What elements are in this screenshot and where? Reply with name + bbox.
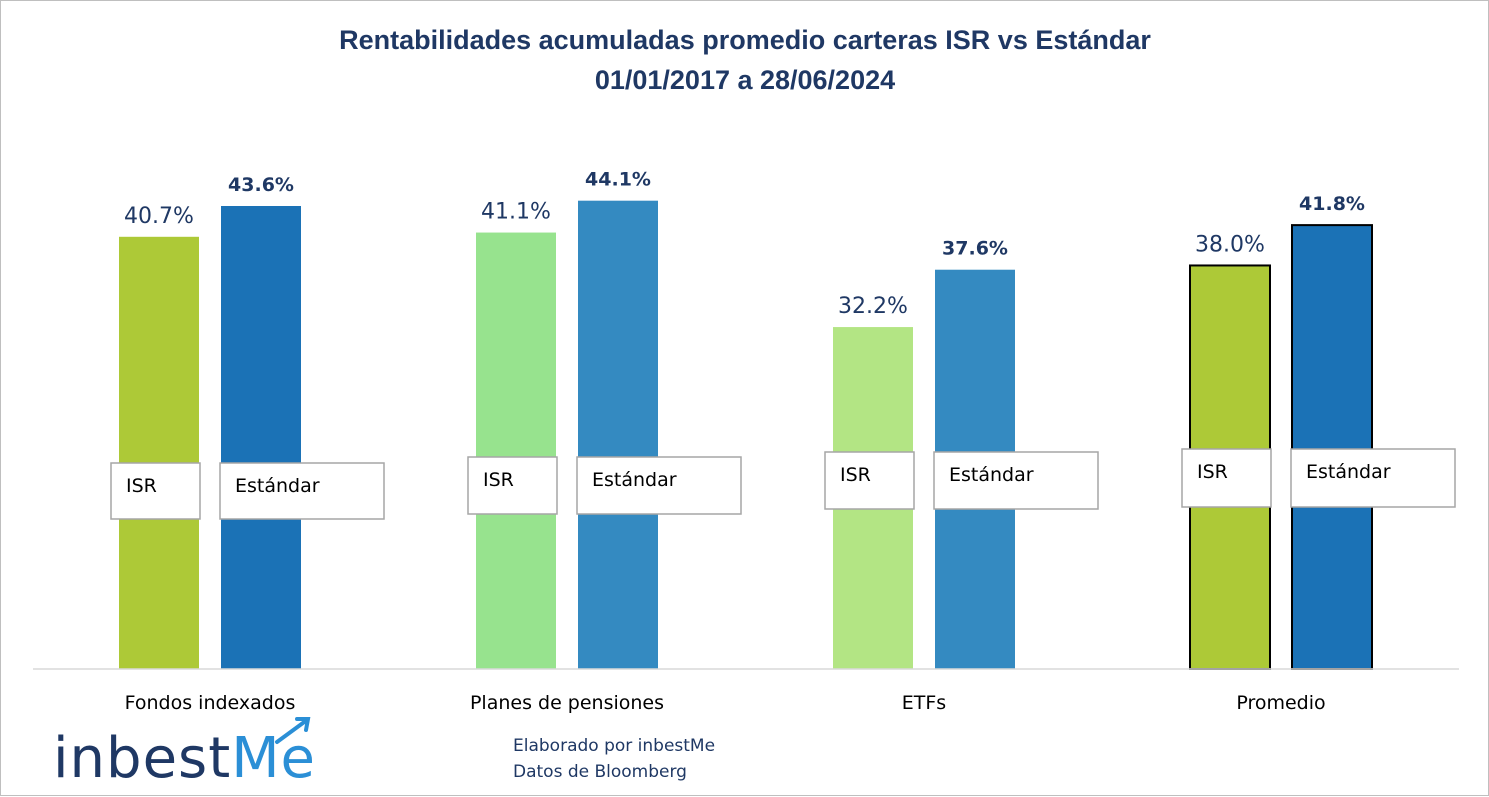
category-labels: Fondos indexados Planes de pensiones ETFs P…	[125, 692, 1326, 714]
category-label-3: Promedio	[1236, 692, 1325, 714]
legend-box-estandar-3	[1290, 448, 1456, 508]
value-label-estandar-1: 44.1%	[585, 169, 651, 191]
category-label-1: Planes de pensiones	[470, 692, 664, 714]
legend-label-estandar-0: Estándar	[235, 475, 320, 497]
legend-label-isr-2: ISR	[840, 464, 871, 486]
value-label-estandar-3: 41.8%	[1299, 193, 1365, 215]
bar-isr-0	[119, 236, 199, 669]
legend-label-estandar-2: Estándar	[949, 464, 1034, 486]
category-label-2: ETFs	[902, 692, 946, 714]
svg-text:inbestMe: inbestMe	[53, 726, 316, 791]
legend-box-isr-3	[1181, 448, 1272, 508]
legend-box-isr-0	[110, 462, 201, 520]
legend-label-isr-1: ISR	[483, 469, 514, 491]
chart-title: Rentabilidades acumuladas promedio carte…	[339, 25, 1151, 55]
brand-logo: inbestMe	[53, 717, 316, 791]
bar-estandar-0	[221, 206, 301, 669]
bar-estandar-3	[1291, 224, 1373, 670]
footer-credit: Elaborado por inbestMe	[513, 736, 715, 756]
legend-label-isr-0: ISR	[126, 475, 157, 497]
value-label-isr-1: 41.1%	[481, 200, 551, 225]
footer-source: Datos de Bloomberg	[513, 762, 687, 782]
bar-estandar-1	[578, 200, 658, 669]
legend-box-isr-2	[824, 451, 915, 510]
category-label-0: Fondos indexados	[125, 692, 296, 714]
legend-box-estandar-1	[576, 456, 742, 515]
logo-text-accent: Me	[231, 726, 316, 791]
bar-isr-1	[476, 232, 556, 670]
value-label-isr-3: 38.0%	[1195, 232, 1265, 257]
bars-layer	[119, 200, 1373, 670]
legend-label-estandar-3: Estándar	[1306, 461, 1391, 483]
value-labels-layer: 40.7% 43.6% 41.1% 44.1% 32.2% 37.6% 38.0% 41.8%	[124, 169, 1365, 319]
logo-arrow-icon	[275, 717, 311, 744]
legend-box-estandar-2	[933, 451, 1099, 510]
chart-subtitle: 01/01/2017 a 28/06/2024	[595, 65, 895, 95]
legend-box-isr-1	[467, 456, 558, 515]
legend-label-estandar-1: Estándar	[592, 469, 677, 491]
legend-box-estandar-0	[219, 462, 385, 520]
value-label-isr-2: 32.2%	[838, 294, 908, 319]
series-label-boxes: ISR Estándar ISR Estándar ISR Estándar ISR Está…	[110, 448, 1456, 520]
legend-label-isr-3: ISR	[1197, 461, 1228, 483]
value-label-estandar-2: 37.6%	[942, 238, 1008, 260]
logo-text-main: inbest	[53, 726, 231, 791]
value-label-isr-0: 40.7%	[124, 204, 194, 229]
value-label-estandar-0: 43.6%	[228, 174, 294, 196]
